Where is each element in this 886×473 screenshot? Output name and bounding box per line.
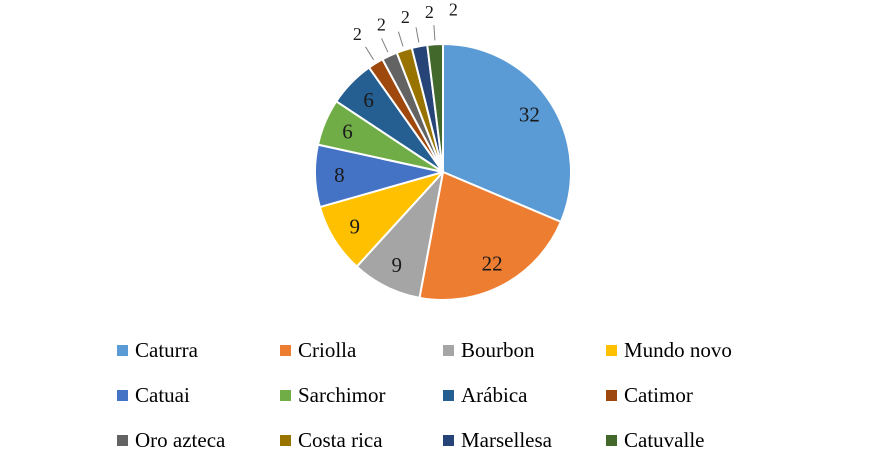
data-label-caturra: 32 bbox=[519, 103, 540, 127]
legend-swatch-arabica bbox=[443, 389, 454, 401]
legend-label-catimor: Catimor bbox=[624, 383, 693, 407]
legend-label-sarchimor: Sarchimor bbox=[298, 383, 386, 407]
data-label-mundo-novo: 9 bbox=[350, 215, 361, 239]
legend-item-mundo-novo: Mundo novo bbox=[606, 336, 769, 364]
legend-swatch-marsellesa bbox=[443, 434, 454, 446]
legend-swatch-catuvalle bbox=[606, 434, 617, 446]
legend-label-criolla: Criolla bbox=[298, 338, 357, 362]
leader-line-catimor bbox=[365, 46, 375, 61]
legend-label-catuvalle: Catuvalle bbox=[624, 428, 705, 452]
pie-slice-criolla bbox=[418, 171, 562, 301]
legend-label-catuai: Catuai bbox=[135, 383, 190, 407]
legend-item-sarchimor: Sarchimor bbox=[280, 381, 443, 409]
data-label-criolla: 22 bbox=[482, 251, 503, 275]
leader-line-costa-rica bbox=[397, 31, 404, 47]
data-label-catuai: 8 bbox=[334, 163, 345, 187]
leader-line-oro-azteca bbox=[381, 38, 389, 53]
data-label-catimor: 2 bbox=[353, 24, 362, 44]
legend-item-oro-azteca: Oro azteca bbox=[117, 426, 280, 454]
data-label-oro-azteca: 2 bbox=[377, 14, 386, 34]
data-label-arabica: 6 bbox=[363, 88, 374, 112]
legend-item-caturra: Caturra bbox=[117, 336, 280, 364]
legend-item-catuvalle: Catuvalle bbox=[606, 426, 769, 454]
legend-item-catuai: Catuai bbox=[117, 381, 280, 409]
legend-label-marsellesa: Marsellesa bbox=[461, 428, 552, 452]
legend-label-arabica: Arábica bbox=[461, 383, 528, 407]
legend-item-costa-rica: Costa rica bbox=[280, 426, 443, 454]
legend-label-caturra: Caturra bbox=[135, 338, 198, 362]
legend-label-mundo-novo: Mundo novo bbox=[624, 338, 732, 362]
legend-label-bourbon: Bourbon bbox=[461, 338, 535, 362]
legend-item-bourbon: Bourbon bbox=[443, 336, 606, 364]
legend-item-arabica: Arábica bbox=[443, 381, 606, 409]
legend-swatch-oro-azteca bbox=[117, 434, 128, 446]
leader-line-catuvalle bbox=[433, 25, 436, 41]
data-label-costa-rica: 2 bbox=[401, 7, 410, 27]
data-label-sarchimor: 6 bbox=[342, 120, 353, 144]
legend-swatch-criolla bbox=[280, 344, 291, 356]
leader-line-marsellesa bbox=[415, 27, 420, 43]
data-label-marsellesa: 2 bbox=[425, 2, 434, 22]
legend-swatch-bourbon bbox=[443, 344, 454, 356]
legend-item-criolla: Criolla bbox=[280, 336, 443, 364]
legend-item-marsellesa: Marsellesa bbox=[443, 426, 606, 454]
legend-item-catimor: Catimor bbox=[606, 381, 769, 409]
chart-legend: Caturra Criolla Bourbon Mundo novo Catuai Sar… bbox=[0, 336, 886, 454]
pie-slice-catuvalle bbox=[426, 43, 444, 173]
legend-swatch-catimor bbox=[606, 389, 617, 401]
legend-swatch-catuai bbox=[117, 389, 128, 401]
legend-swatch-sarchimor bbox=[280, 389, 291, 401]
data-label-bourbon: 9 bbox=[392, 253, 403, 277]
pie-slice-caturra bbox=[442, 43, 572, 223]
legend-label-costa-rica: Costa rica bbox=[298, 428, 383, 452]
legend-swatch-mundo-novo bbox=[606, 344, 617, 356]
legend-swatch-costa-rica bbox=[280, 434, 291, 446]
legend-label-oro-azteca: Oro azteca bbox=[135, 428, 226, 452]
data-label-catuvalle: 2 bbox=[449, 0, 458, 20]
legend-swatch-caturra bbox=[117, 344, 128, 356]
